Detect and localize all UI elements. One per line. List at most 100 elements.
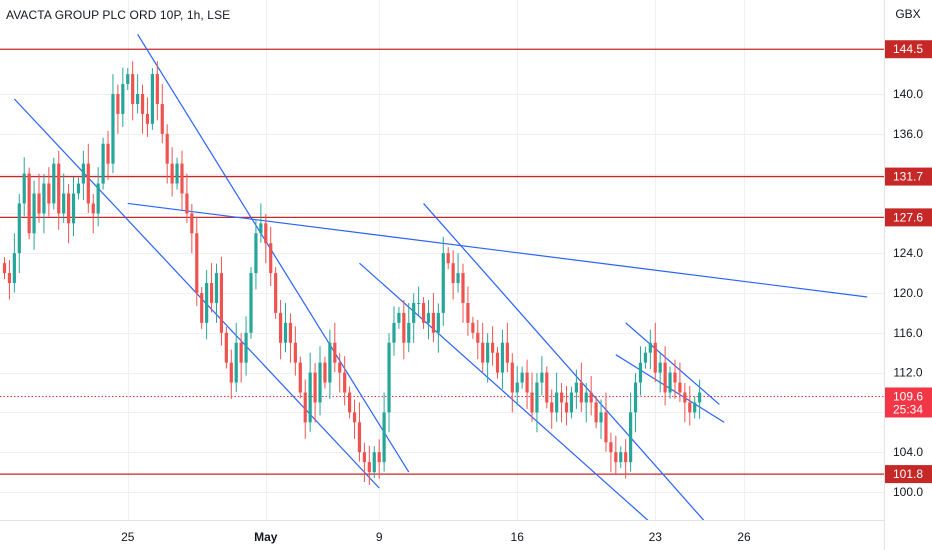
- candle-body: [584, 392, 588, 403]
- candle-body: [323, 362, 327, 383]
- candle-body: [155, 74, 159, 104]
- candle-body: [219, 273, 224, 333]
- candle-body: [185, 193, 189, 214]
- candle-body: [555, 392, 559, 413]
- candle-body: [436, 312, 440, 333]
- candle-body: [417, 302, 421, 304]
- price-tick-label: 104.0: [893, 445, 923, 459]
- level-badge-label: 127.6: [893, 210, 923, 224]
- candle-body: [195, 233, 199, 293]
- price-tick-label: 120.0: [893, 286, 923, 300]
- candle-body: [402, 312, 406, 343]
- candle-body: [22, 173, 26, 204]
- candle-body: [86, 163, 90, 204]
- candle-body: [451, 263, 455, 284]
- candle-body: [12, 253, 16, 284]
- candle-body: [594, 402, 598, 423]
- candle-body: [131, 74, 135, 104]
- candle-body: [490, 342, 495, 353]
- candle-body: [446, 253, 450, 264]
- symbol-title[interactable]: AVACTA GROUP PLC ORD 10P, 1h, LSE: [6, 8, 231, 22]
- candle-body: [111, 94, 115, 164]
- time-axis-background: [0, 520, 884, 550]
- candle-body: [76, 183, 81, 194]
- candle-body: [175, 163, 179, 184]
- candle-body: [91, 203, 95, 214]
- candle-body: [160, 103, 164, 134]
- candle-body: [515, 382, 519, 393]
- candle-body: [619, 452, 623, 463]
- candle-body: [510, 362, 514, 393]
- candle-body: [145, 113, 150, 124]
- candle-body: [150, 74, 154, 124]
- candle-body: [476, 332, 480, 343]
- candle-body: [288, 322, 293, 343]
- candle-body: [318, 362, 322, 403]
- time-tick-label: 25: [121, 530, 135, 544]
- candle-body: [579, 382, 583, 403]
- candle-body: [495, 352, 500, 373]
- candle-body: [52, 163, 56, 204]
- candle-body: [57, 163, 61, 214]
- countdown-label: 25:34: [893, 402, 923, 416]
- candle-body: [653, 342, 657, 373]
- candle-body: [604, 412, 608, 443]
- candle-body: [481, 342, 485, 363]
- time-tick-label: May: [254, 530, 278, 544]
- currency-label: GBX: [895, 7, 920, 21]
- candle-body: [624, 452, 628, 463]
- candle-body: [550, 402, 554, 413]
- candle-body: [426, 312, 431, 323]
- candle-body: [352, 412, 357, 423]
- candle-body: [609, 442, 613, 453]
- candle-body: [47, 183, 51, 204]
- candle-body: [333, 342, 337, 363]
- price-tick-label: 124.0: [893, 246, 923, 260]
- price-tick-label: 136.0: [893, 127, 923, 141]
- candle-body: [116, 94, 120, 114]
- candle-body: [254, 233, 258, 274]
- candle-body: [574, 382, 578, 393]
- price-tick-label: 100.0: [893, 485, 923, 499]
- price-tick-label: 116.0: [893, 326, 922, 340]
- candle-body: [471, 322, 475, 333]
- time-axis[interactable]: 25 May 9 16 23 26: [0, 0, 885, 550]
- price-axis[interactable]: GBX 100.0104.0112.0116.0120.0124.0127.61…: [884, 0, 932, 520]
- candle-body: [545, 372, 549, 403]
- candle-body: [239, 342, 243, 363]
- trendline: [127, 202, 868, 298]
- candle-body: [461, 273, 465, 303]
- candle-body: [668, 372, 672, 393]
- candle-body: [298, 362, 302, 393]
- price-badges: 144.5 131.7 127.6 101.8 109.625:34: [885, 40, 932, 484]
- candle-body: [486, 342, 490, 363]
- candle-body: [249, 273, 253, 333]
- candle-body: [372, 452, 376, 473]
- candle-body: [629, 412, 633, 463]
- candle-body: [101, 143, 105, 184]
- candle-body: [599, 412, 603, 423]
- candle-body: [121, 84, 125, 114]
- candle-body: [658, 362, 662, 373]
- candle-body: [259, 223, 263, 234]
- candle-body: [688, 402, 692, 413]
- candles: [2, 61, 702, 486]
- candle-body: [520, 372, 524, 383]
- candle-body: [343, 372, 347, 393]
- candle-body: [525, 372, 529, 393]
- candle-body: [62, 193, 66, 214]
- candle-body: [293, 342, 297, 363]
- candle-body: [27, 173, 31, 234]
- candle-body: [589, 392, 593, 403]
- candle-body: [32, 193, 36, 234]
- candle-body: [7, 273, 12, 284]
- candle-body: [663, 362, 667, 393]
- trendline: [625, 322, 720, 405]
- candle-body: [200, 293, 204, 323]
- candle-body: [264, 223, 268, 244]
- candle-body: [229, 362, 233, 383]
- level-badge: [885, 208, 932, 227]
- candle-body: [234, 342, 238, 383]
